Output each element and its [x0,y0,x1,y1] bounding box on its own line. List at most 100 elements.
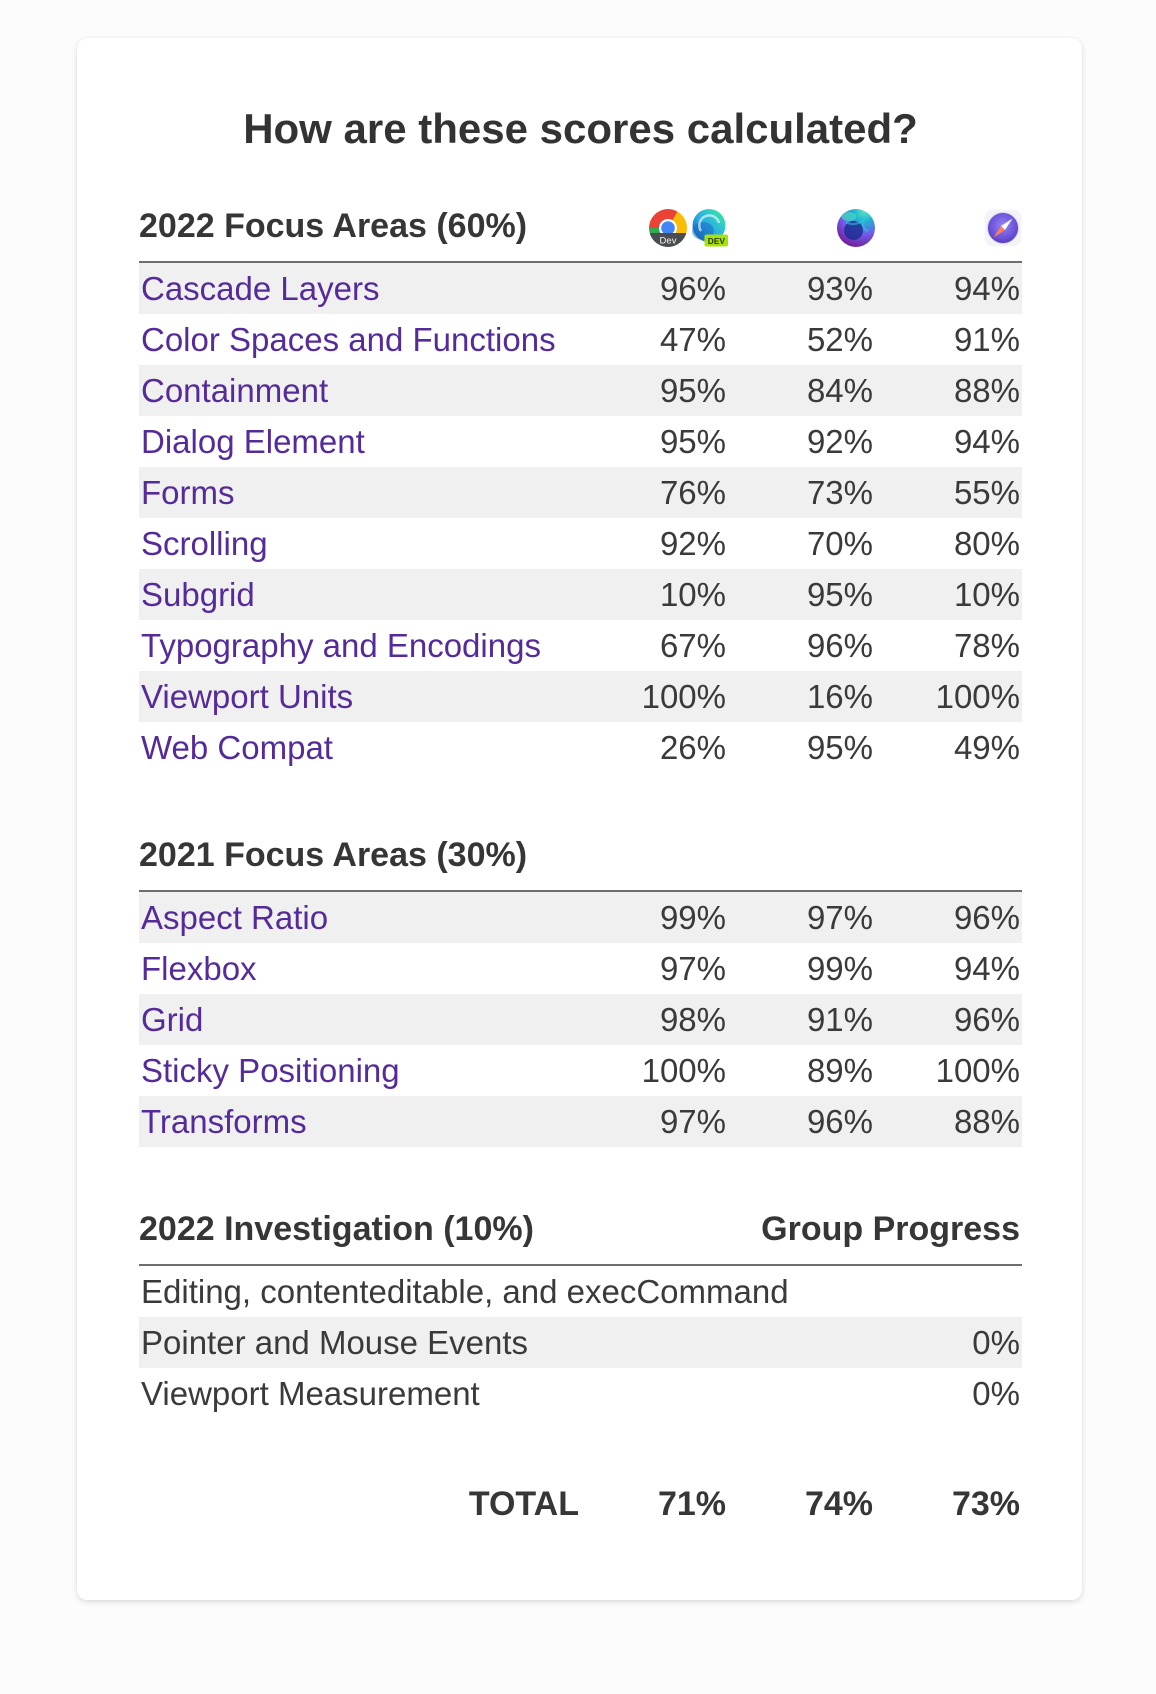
score-firefox: 92% [806,422,873,460]
table-row: Containment 95% 84% 88% [139,365,1022,416]
investigation-label: Viewport Measurement [141,1374,480,1412]
section-2021-focus-areas: 2021 Focus Areas (30%) Aspect Ratio 99% … [139,835,1022,1147]
score-firefox: 97% [806,898,873,936]
score-safari: 96% [953,898,1020,936]
table-row: Color Spaces and Functions 47% 52% 91% [139,314,1022,365]
score-safari: 88% [953,1102,1020,1140]
score-firefox: 96% [806,1102,873,1140]
score-firefox: 16% [806,677,873,715]
score-chrome-edge: 100% [641,1051,726,1089]
total-score-safari: 73% [951,1485,1020,1523]
feature-link[interactable]: Dialog Element [141,422,365,460]
group-progress-column-header: Group Progress [761,1210,1020,1248]
table-row: Scrolling 92% 70% 80% [139,518,1022,569]
section-header: 2022 Investigation (10%) Group Progress [139,1209,1022,1266]
score-chrome-edge: 92% [659,524,726,562]
investigation-label: Pointer and Mouse Events [141,1323,529,1361]
column-header-chrome-edge: Dev [581,209,728,247]
score-chrome-edge: 26% [659,728,726,766]
score-safari: 94% [953,269,1020,307]
score-firefox: 96% [806,626,873,664]
feature-link[interactable]: Viewport Units [141,677,354,715]
table-row: Viewport Units 100% 16% 100% [139,671,1022,722]
feature-link[interactable]: Transforms [141,1102,307,1140]
table-row: Typography and Encodings 67% 96% 78% [139,620,1022,671]
score-chrome-edge: 97% [659,949,726,987]
edge-dev-badge: DEV [708,236,726,246]
feature-link[interactable]: Color Spaces and Functions [141,320,556,358]
feature-link[interactable]: Forms [141,473,235,511]
feature-link[interactable]: Flexbox [141,949,257,987]
feature-link[interactable]: Cascade Layers [141,269,380,307]
score-safari: 94% [953,422,1020,460]
score-firefox: 89% [806,1051,873,1089]
score-chrome-edge: 100% [641,677,726,715]
chrome-dev-icon: Dev [649,209,687,247]
score-firefox: 99% [806,949,873,987]
score-chrome-edge: 99% [659,898,726,936]
score-safari: 78% [953,626,1020,664]
score-firefox: 52% [806,320,873,358]
feature-link[interactable]: Grid [141,1000,204,1038]
score-firefox: 73% [806,473,873,511]
total-score-firefox: 74% [804,1485,873,1523]
score-safari: 100% [935,677,1020,715]
feature-link[interactable]: Sticky Positioning [141,1051,400,1089]
score-chrome-edge: 95% [659,371,726,409]
edge-dev-icon: DEV [692,209,728,247]
score-firefox: 70% [806,524,873,562]
table-row: Editing, contenteditable, and execComman… [139,1266,1022,1317]
score-firefox: 84% [806,371,873,409]
section-header: 2021 Focus Areas (30%) [139,835,1022,892]
focus-areas-2021-table: Aspect Ratio 99% 97% 96% Flexbox 97% 99%… [139,892,1022,1147]
score-chrome-edge: 67% [659,626,726,664]
total-row: TOTAL 71% 74% 73% [139,1479,1022,1530]
table-row: Pointer and Mouse Events 0% [139,1317,1022,1368]
group-progress-value: 0% [789,1273,1156,1311]
feature-link[interactable]: Aspect Ratio [141,898,329,936]
score-chrome-edge: 76% [659,473,726,511]
score-chrome-edge: 10% [659,575,726,613]
group-progress-value: 0% [972,1323,1020,1361]
table-row: Flexbox 97% 99% 94% [139,943,1022,994]
table-row: Web Compat 26% 95% 49% [139,722,1022,773]
score-safari: 100% [935,1051,1020,1089]
section-2022-focus-areas: 2022 Focus Areas (60%) Dev [139,206,1022,773]
score-chrome-edge: 95% [659,422,726,460]
firefox-nightly-icon [837,209,875,247]
score-chrome-edge: 96% [659,269,726,307]
score-safari: 94% [953,949,1020,987]
score-firefox: 91% [806,1000,873,1038]
section-heading: 2022 Focus Areas (60%) [139,207,528,245]
score-safari: 96% [953,1000,1020,1038]
page-title: How are these scores calculated? [243,105,918,152]
column-header-safari [875,209,1022,247]
table-row: Dialog Element 95% 92% 94% [139,416,1022,467]
feature-link[interactable]: Containment [141,371,329,409]
table-row: Aspect Ratio 99% 97% 96% [139,892,1022,943]
table-row: Forms 76% 73% 55% [139,467,1022,518]
table-row: Grid 98% 91% 96% [139,994,1022,1045]
chrome-dev-badge: Dev [660,236,677,247]
feature-link[interactable]: Typography and Encodings [141,626,541,664]
score-firefox: 95% [806,728,873,766]
score-firefox: 95% [806,575,873,613]
total-score-chrome-edge: 71% [657,1485,726,1523]
focus-areas-2022-table: Cascade Layers 96% 93% 94% Color Spaces … [139,263,1022,773]
feature-link[interactable]: Subgrid [141,575,255,613]
section-2022-investigation: 2022 Investigation (10%) Group Progress … [139,1209,1022,1419]
score-chrome-edge: 97% [659,1102,726,1140]
section-heading: 2021 Focus Areas (30%) [139,836,528,874]
score-safari: 10% [953,575,1020,613]
safari-technology-preview-icon [984,209,1022,247]
column-header-firefox [728,209,875,247]
table-row: Cascade Layers 96% 93% 94% [139,263,1022,314]
feature-link[interactable]: Web Compat [141,728,333,766]
score-chrome-edge: 98% [659,1000,726,1038]
feature-link[interactable]: Scrolling [141,524,268,562]
score-safari: 80% [953,524,1020,562]
section-heading: 2022 Investigation (10%) [139,1210,534,1248]
score-safari: 49% [953,728,1020,766]
investigation-table: Editing, contenteditable, and execComman… [139,1266,1022,1419]
total-label: TOTAL [468,1485,579,1523]
